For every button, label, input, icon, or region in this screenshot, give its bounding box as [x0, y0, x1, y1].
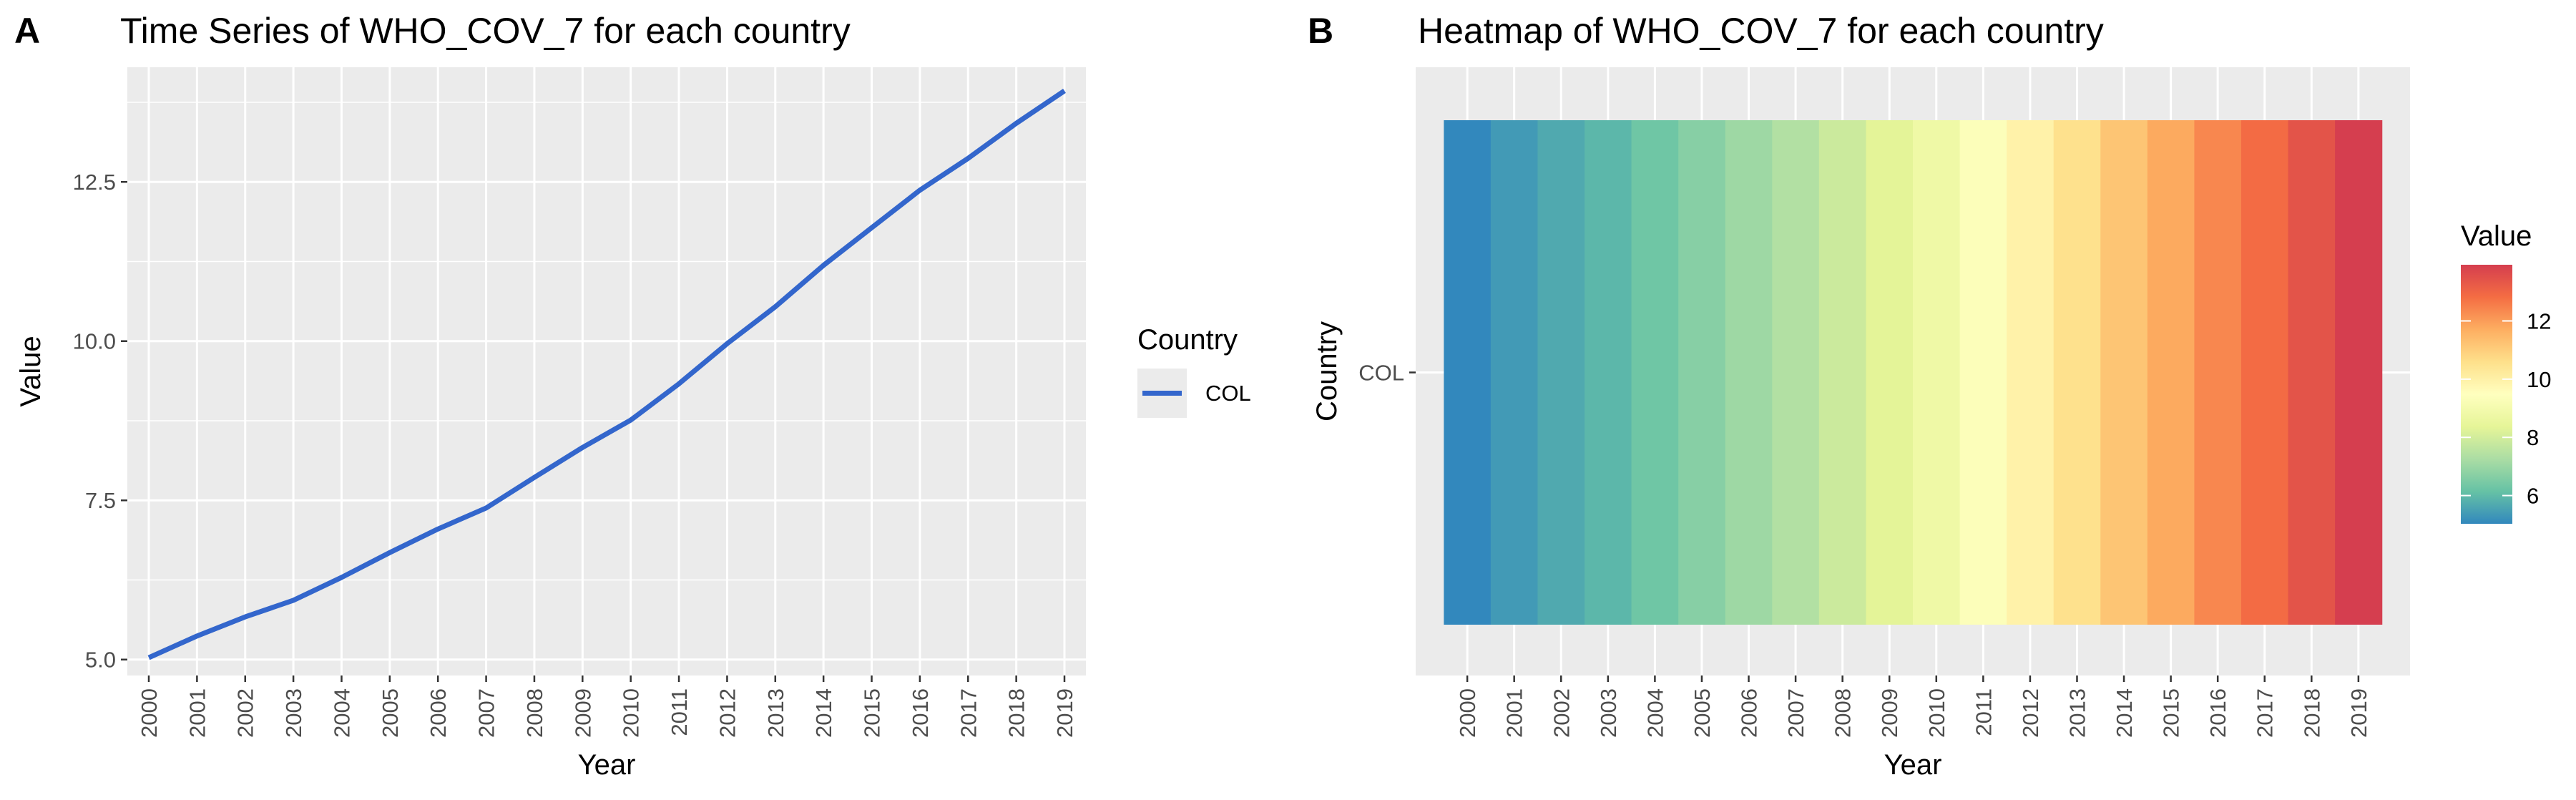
x-tick-label: 2002 — [1549, 688, 1574, 738]
x-tick-label: 2012 — [715, 688, 740, 738]
x-tick-label: 2013 — [2065, 688, 2090, 738]
x-tick-label: 2005 — [378, 688, 403, 738]
x-tick-label: 2009 — [570, 688, 595, 738]
panel-b-x-axis-title: Year — [1884, 749, 1942, 781]
y-tick-label: COL — [1358, 361, 1404, 386]
x-tick-label: 2015 — [860, 688, 885, 738]
panel-b-title: Heatmap of WHO_COV_7 for each country — [1418, 11, 2104, 51]
x-tick-label: 2017 — [2253, 688, 2278, 738]
x-tick-label: 2014 — [811, 688, 836, 738]
x-tick-label: 2008 — [1831, 688, 1856, 738]
panel-a-letter: A — [14, 11, 40, 51]
heatmap-tile-2002 — [1537, 120, 1585, 625]
heatmap-tile-2014 — [2100, 120, 2148, 625]
heatmap-tile-2000 — [1444, 120, 1492, 625]
panel-b-y-axis-title: Country — [1311, 321, 1343, 421]
legend-title-country: Country — [1137, 324, 1238, 356]
x-tick-label: 2003 — [1596, 688, 1621, 738]
x-tick-label: 2012 — [2018, 688, 2043, 738]
x-tick-label: 2015 — [2159, 688, 2184, 738]
panel-b: B Heatmap of WHO_COV_7 for each country … — [1308, 11, 2551, 781]
colorbar-tick-label: 6 — [2527, 484, 2539, 509]
heatmap-tile-2006 — [1725, 120, 1773, 625]
panel-b-y-axis: COL — [1358, 361, 1416, 386]
y-tick-label: 5.0 — [85, 648, 116, 673]
heatmap-tile-2016 — [2194, 120, 2242, 625]
x-tick-label: 2002 — [233, 688, 258, 738]
x-tick-label: 2009 — [1877, 688, 1902, 738]
series-line-col — [147, 89, 1066, 660]
panel-b-x-axis: 2000 2001 2002 2003 2004 2005 2006 2007 2008 2009… — [1455, 675, 2371, 738]
heatmap-tile-2008 — [1818, 120, 1867, 625]
x-tick-label: 2004 — [329, 688, 354, 738]
colorbar-ticks: 6 8 10 12 — [2461, 309, 2551, 509]
panel-a: A Time Series of WHO_COV_7 for each coun… — [14, 11, 1251, 781]
x-tick-label: 2008 — [522, 688, 547, 738]
x-tick-label: 2007 — [474, 688, 499, 738]
x-tick-label: 2001 — [1502, 688, 1527, 738]
y-tick-label: 12.5 — [73, 170, 116, 195]
heatmap-tile-2003 — [1585, 120, 1632, 625]
x-tick-label: 2019 — [2346, 688, 2371, 738]
y-tick-label: 7.5 — [85, 488, 116, 513]
colorbar-tick-label: 8 — [2527, 425, 2539, 450]
panel-b-legend: Value 6 8 10 12 — [2461, 220, 2551, 524]
x-tick-label: 2011 — [667, 688, 692, 736]
heatmap-tile-2009 — [1866, 120, 1914, 625]
heatmap-tile-2005 — [1678, 120, 1726, 625]
panel-a-y-axis-title: Value — [15, 336, 46, 406]
x-tick-label: 2007 — [1783, 688, 1808, 738]
x-tick-label: 2016 — [908, 688, 933, 738]
heatmap-tile-2012 — [2007, 120, 2055, 625]
colorbar-tick-label: 10 — [2527, 367, 2551, 392]
x-tick-label: 2011 — [1971, 688, 1996, 736]
heatmap-tile-2007 — [1772, 120, 1820, 625]
x-tick-label: 2003 — [281, 688, 306, 738]
heatmap-tile-2019 — [2335, 120, 2383, 625]
panel-a-title: Time Series of WHO_COV_7 for each countr… — [120, 11, 851, 51]
x-tick-label: 2000 — [137, 688, 162, 738]
panel-a-x-axis: 2000 2001 2002 2003 2004 2005 2006 2007 2008 2009… — [137, 675, 1077, 738]
heatmap-tile-2004 — [1631, 120, 1679, 625]
x-tick-label: 2006 — [1737, 688, 1762, 738]
heatmap-tile-2001 — [1490, 120, 1539, 625]
panel-a-gridlines — [127, 67, 1086, 675]
x-tick-label: 2016 — [2205, 688, 2230, 738]
x-tick-label: 2001 — [185, 688, 210, 738]
panel-b-letter: B — [1308, 11, 1333, 51]
x-tick-label: 2018 — [2299, 688, 2324, 738]
colorbar — [2461, 265, 2512, 524]
heatmap-tile-2015 — [2147, 120, 2195, 625]
x-tick-label: 2013 — [763, 688, 788, 738]
legend-title-value: Value — [2461, 220, 2532, 252]
panel-a-x-axis-title: Year — [578, 749, 636, 781]
colorbar-tick-label: 12 — [2527, 309, 2551, 334]
x-tick-label: 2006 — [426, 688, 451, 738]
x-tick-label: 2010 — [1924, 688, 1949, 738]
x-tick-label: 2018 — [1004, 688, 1029, 738]
heatmap-tile-2010 — [1913, 120, 1961, 625]
heatmap-tile-2013 — [2053, 120, 2101, 625]
x-tick-label: 2010 — [619, 688, 644, 738]
heatmap-tile-2018 — [2288, 120, 2336, 625]
x-tick-label: 2004 — [1642, 688, 1667, 738]
panel-a-legend: Country COL — [1137, 324, 1251, 418]
x-tick-label: 2005 — [1690, 688, 1715, 738]
panel-a-plot-background — [127, 67, 1086, 675]
y-tick-label: 10.0 — [73, 329, 116, 354]
x-tick-label: 2019 — [1052, 688, 1077, 738]
x-tick-label: 2000 — [1455, 688, 1480, 738]
panel-b-heatmap-tiles — [1444, 120, 2383, 625]
x-tick-label: 2014 — [2112, 688, 2137, 738]
heatmap-tile-2017 — [2240, 120, 2289, 625]
legend-label-col: COL — [1205, 381, 1251, 406]
panel-a-y-axis: 5.0 7.5 10.0 12.5 — [73, 170, 127, 673]
x-tick-label: 2017 — [956, 688, 981, 738]
heatmap-tile-2011 — [1959, 120, 2007, 625]
